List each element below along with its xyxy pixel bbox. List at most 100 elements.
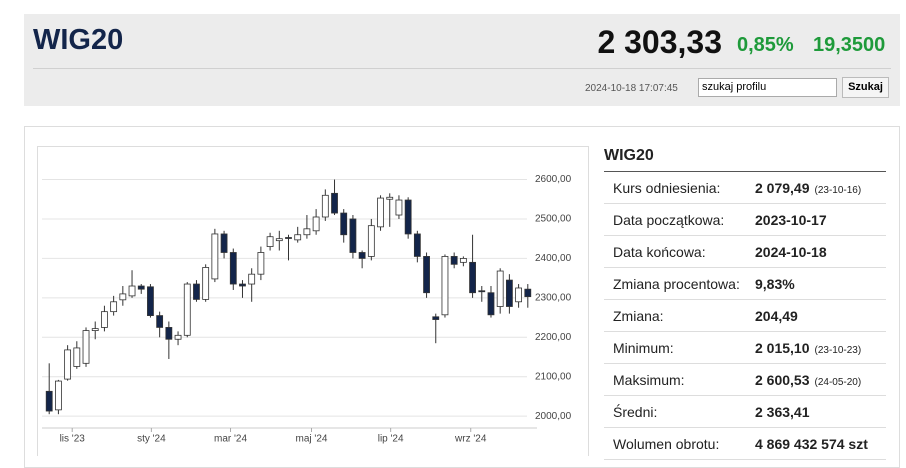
candle-body	[220, 233, 228, 253]
candle-body	[202, 267, 210, 300]
row-label: Wolumen obrotu:	[604, 427, 755, 460]
candle-body	[165, 327, 173, 340]
candle-body	[413, 233, 421, 257]
row-label: Zmiana procentowa:	[604, 267, 755, 300]
value-note: (23-10-16)	[814, 184, 862, 196]
row-label: Data początkowa:	[604, 203, 755, 236]
value-note: (23-10-23)	[814, 344, 862, 356]
candle-body	[505, 279, 513, 307]
page: WIG20 2 303,33 0,85% 19,3500 2024-10-18 …	[24, 14, 900, 468]
row-value: 2024-10-18	[755, 235, 886, 268]
candle-body	[55, 380, 62, 411]
table-row: Kurs odniesienia: 2 079,49 (23-10-16)	[604, 171, 886, 204]
candle-body	[377, 197, 384, 228]
change: 19,3500	[813, 34, 886, 56]
table-row: Data początkowa: 2023-10-17	[604, 203, 886, 236]
candle-body	[137, 285, 145, 290]
table-row: Data końcowa: 2024-10-18	[604, 235, 886, 268]
candle-body	[285, 237, 292, 239]
separator	[33, 68, 891, 69]
row-value: 2 600,53 (24-05-20)	[755, 363, 886, 396]
candle-body	[101, 311, 108, 328]
candle-body	[496, 270, 504, 307]
chart-frame	[37, 146, 589, 456]
candle-body	[469, 261, 476, 294]
table-title: WIG20	[604, 143, 886, 172]
candle-body	[294, 234, 302, 241]
stats-table: WIG20 Kurs odniesienia: 2 079,49 (23-10-16…	[604, 143, 886, 460]
row-label: Data końcowa:	[604, 235, 755, 268]
candle-body	[257, 252, 265, 275]
row-label: Maksimum:	[604, 363, 755, 396]
candle-body	[303, 228, 311, 236]
x-tick-label: maj '24	[296, 434, 328, 445]
candle-body	[441, 256, 449, 316]
candle-body	[248, 273, 256, 285]
candle-body	[386, 196, 394, 200]
candle-body	[478, 290, 486, 293]
y-tick-label: 2500,00	[535, 214, 572, 225]
y-tick-label: 2300,00	[535, 292, 572, 303]
row-label: Zmiana:	[604, 299, 755, 332]
candle-body	[110, 301, 118, 313]
candle-body	[156, 315, 164, 328]
value-text: 9,83%	[755, 275, 795, 292]
candle-body	[147, 286, 154, 316]
row-value: 204,49	[755, 299, 886, 332]
index-title: WIG20	[33, 24, 124, 56]
row-value: 2 015,10 (23-10-23)	[755, 331, 886, 364]
value-text: 204,49	[755, 307, 798, 324]
candle-body	[358, 252, 366, 259]
candle-body	[229, 252, 237, 285]
candle-body	[193, 283, 200, 300]
candle-body	[266, 236, 274, 247]
row-label: Kurs odniesienia:	[604, 171, 755, 204]
value-text: 2 015,10	[755, 339, 810, 356]
x-tick-label: lis '23	[60, 434, 86, 445]
change-pct: 0,85%	[737, 34, 794, 56]
candle-body	[321, 194, 329, 218]
search-button[interactable]: Szukaj	[842, 77, 889, 98]
row-value: 2 363,41	[755, 395, 886, 428]
candle-body	[404, 199, 412, 235]
chart: 2000,00 2100,00 2200,00 2300,00 2400,00 2500,…	[37, 146, 589, 456]
price: 2 303,33	[597, 24, 722, 60]
candle-body	[128, 285, 136, 297]
candle-body	[312, 216, 320, 232]
candle-body	[515, 287, 522, 303]
candle-body	[275, 238, 283, 242]
candle-body	[331, 192, 338, 214]
candle-body	[487, 292, 495, 316]
value-text: 2 363,41	[755, 403, 810, 420]
candle-body	[432, 316, 440, 320]
y-tick-label: 2100,00	[535, 371, 572, 382]
candle-body	[459, 258, 467, 263]
candle-body	[174, 334, 182, 340]
candle-body	[211, 233, 219, 280]
row-value: 4 869 432 574 szt	[755, 427, 886, 460]
candle-body	[239, 283, 246, 287]
candle-body	[340, 212, 348, 236]
x-tick-label: mar '24	[214, 434, 247, 445]
x-tick-label: wrz '24	[454, 434, 487, 445]
table-row: Zmiana: 204,49	[604, 299, 886, 332]
table-row: Zmiana procentowa: 9,83%	[604, 267, 886, 300]
candle-body	[91, 328, 99, 331]
value-text: 2024-10-18	[755, 243, 827, 260]
candle-body	[183, 283, 191, 336]
table-row: Średni: 2 363,41	[604, 395, 886, 428]
row-value: 2 079,49 (23-10-16)	[755, 171, 886, 204]
candle-body	[349, 218, 357, 253]
candle-body	[423, 256, 430, 294]
value-text: 2 079,49	[755, 179, 810, 196]
value-text: 2 600,53	[755, 371, 810, 388]
y-tick-label: 2400,00	[535, 253, 572, 264]
candle-body	[64, 349, 72, 380]
search-input[interactable]: szukaj profilu	[698, 78, 837, 97]
value-text: 2023-10-17	[755, 211, 827, 228]
y-tick-label: 2000,00	[535, 411, 572, 422]
row-label: Minimum:	[604, 331, 755, 364]
y-tick-label: 2600,00	[535, 174, 572, 185]
y-tick-label: 2200,00	[535, 332, 572, 343]
candle-body	[119, 293, 127, 301]
